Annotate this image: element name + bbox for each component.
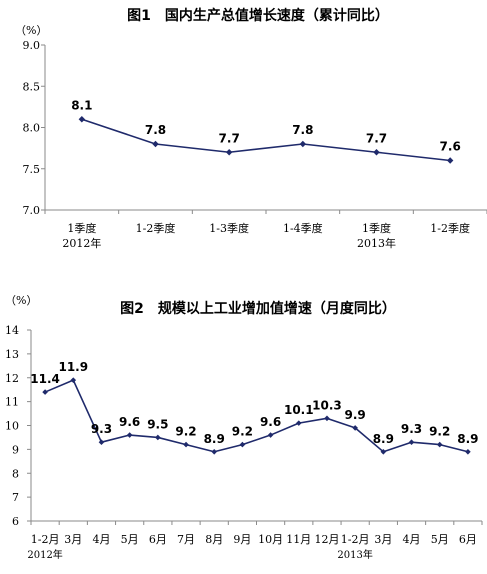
chart2-data-point (70, 377, 77, 383)
chart2-data-point (239, 441, 246, 448)
chart1-data-point (78, 116, 86, 123)
chart2-data-label: 9.2 (232, 425, 253, 439)
chart2-x-tick-label: 6月 (459, 533, 477, 546)
chart2-data-label: 10.3 (312, 398, 342, 412)
chart1-y-tick-label: 8.5 (23, 80, 41, 93)
chart2-x-tick-label: 4月 (92, 533, 110, 546)
chart2-x-tick-label: 6月 (149, 533, 167, 546)
chart1-x-tick-label: 1季度 (67, 221, 96, 235)
chart1-year-label: 2013年 (357, 236, 396, 250)
chart2-data-label: 8.9 (204, 432, 225, 446)
chart2-data-point (267, 432, 274, 438)
chart1-data-label: 7.6 (440, 140, 461, 154)
chart1-x-tick-label: 1-2季度 (136, 221, 176, 235)
chart2-y-tick-label: 11 (5, 396, 19, 409)
chart2-data-label: 10.1 (284, 403, 314, 417)
chart2-y-tick-label: 6 (12, 515, 19, 528)
chart2-data-label: 9.2 (429, 425, 450, 439)
chart2-series-line (44, 379, 469, 453)
chart2-data-point (211, 448, 218, 455)
chart2-x-tick-label: 4月 (403, 533, 421, 546)
chart2-data-point (465, 448, 471, 455)
chart2-y-tick-label: 12 (5, 372, 19, 385)
chart2-year-label: 2012年 (27, 548, 62, 561)
chart2-data-point (183, 441, 189, 448)
chart2-data-point (324, 415, 330, 422)
chart1-series-line (81, 118, 451, 162)
chart2-y-tick-label: 7 (12, 491, 19, 504)
chart2-data-point (408, 439, 415, 446)
chart1-data-point (299, 140, 307, 148)
chart2-y-tick-label: 14 (5, 324, 19, 337)
chart2-x-tick-label: 3月 (64, 533, 82, 546)
chart2-data-point (352, 425, 358, 431)
chart2-data-label: 9.6 (260, 415, 281, 429)
chart1-y-tick-label: 7.0 (23, 204, 41, 217)
chart2-y-tick-label: 9 (12, 443, 19, 456)
chart2-data-label: 11.4 (30, 372, 60, 386)
chart2-data-label: 9.2 (175, 425, 196, 439)
chart1-data-point (373, 149, 380, 156)
chart2-unit-label: （%） (5, 294, 37, 307)
chart1-year-label: 2012年 (62, 236, 101, 250)
chart2-x-tick-label: 12月 (314, 533, 339, 546)
chart2-x-tick-label: 9月 (233, 533, 251, 546)
chart2-title: 图2 规模以上工业增加值增速（月度同比） (120, 300, 396, 317)
chart2-data-point (126, 432, 133, 438)
chart2-x-tick-label: 1-2月 (341, 533, 370, 546)
chart2-x-tick-label: 11月 (286, 533, 311, 546)
chart1-y-tick-label: 7.5 (23, 163, 41, 176)
chart2-data-label: 9.9 (345, 408, 366, 422)
chart2-y-tick-label: 8 (12, 467, 19, 480)
chart2-data-label: 9.5 (147, 417, 168, 431)
chart2-x-tick-label: 5月 (431, 533, 449, 546)
chart2-data-label: 9.3 (91, 422, 112, 436)
chart2-x-tick-label: 10月 (258, 533, 283, 546)
chart1-data-label: 7.8 (145, 123, 166, 137)
chart2-year-label: 2013年 (337, 548, 372, 561)
chart1-data-point (152, 140, 159, 148)
chart1-data-label: 7.7 (366, 131, 387, 145)
chart1-y-tick-label: 9.0 (23, 39, 41, 52)
chart2-data-point (380, 448, 387, 455)
chart1-unit-label: （%） (15, 24, 47, 37)
chart2-x-tick-label: 3月 (374, 533, 392, 546)
chart2-data-label: 9.6 (119, 415, 140, 429)
chart2-x-tick-label: 5月 (121, 533, 139, 546)
chart1-y-tick-label: 8.0 (23, 122, 41, 135)
chart2-x-tick-label: 1-2月 (31, 533, 60, 546)
chart2-y-tick-label: 10 (5, 420, 19, 433)
chart2-y-tick-label: 13 (5, 348, 19, 361)
chart2-x-tick-label: 8月 (205, 533, 223, 546)
chart1-x-tick-label: 1-4季度 (283, 221, 323, 235)
chart2-data-point (155, 434, 161, 441)
chart2-data-label: 8.9 (373, 432, 394, 446)
chart2-data-point (295, 420, 302, 426)
chart1-data-label: 7.7 (219, 131, 240, 145)
chart1-x-tick-label: 1-2季度 (430, 221, 470, 235)
chart2-data-label: 8.9 (457, 432, 478, 446)
chart2-data-point (42, 389, 48, 395)
chart1-x-tick-label: 1-3季度 (209, 221, 249, 235)
chart2-data-label: 11.9 (58, 360, 88, 374)
chart2-x-tick-label: 7月 (177, 533, 195, 546)
chart1-data-point (225, 149, 233, 156)
chart1-title: 图1 国内生产总值增长速度（累计同比） (127, 7, 389, 24)
chart2-data-point (98, 439, 105, 446)
chart2-data-point (436, 441, 443, 448)
chart1-data-label: 8.1 (71, 98, 92, 112)
chart1-data-point (446, 157, 454, 164)
chart1-data-label: 7.8 (292, 123, 313, 137)
chart2-data-label: 9.3 (401, 422, 422, 436)
chart1-x-tick-label: 1季度 (362, 221, 391, 235)
